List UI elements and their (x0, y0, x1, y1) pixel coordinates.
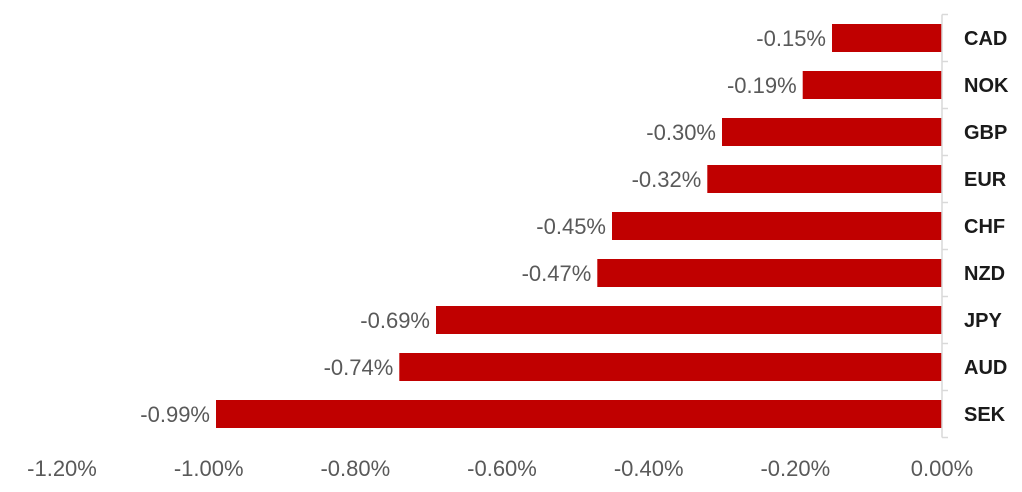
category-label-gbp: GBP (964, 122, 1007, 144)
tick-labels-group: -1.20% -1.00% -0.80% -0.60% -0.40% -0.20% 0.00… (27, 456, 973, 481)
x-tick-label: 0.00% (911, 456, 973, 481)
category-label-jpy: JPY (964, 310, 1002, 332)
data-label-nzd: -0.47% (522, 261, 592, 286)
category-label-chf: CHF (964, 216, 1005, 238)
data-label-sek: -0.99% (140, 402, 210, 427)
data-label-gbp: -0.30% (646, 120, 716, 145)
data-label-aud: -0.74% (324, 355, 394, 380)
bar-nzd (597, 259, 942, 287)
x-tick-label: -1.20% (27, 456, 97, 481)
category-label-aud: AUD (964, 357, 1007, 379)
x-tick-label: -0.80% (320, 456, 390, 481)
bar-sek (216, 400, 942, 428)
data-labels-group: -0.15% -0.19% -0.30% -0.32% -0.45% -0.47% -0.6… (140, 26, 826, 427)
bar-jpy (436, 306, 942, 334)
data-label-nok: -0.19% (727, 73, 797, 98)
category-labels-group: CAD NOK GBP EUR CHF NZD JPY AUD SEK (964, 28, 1009, 426)
bar-eur (707, 165, 942, 193)
data-label-chf: -0.45% (536, 214, 606, 239)
x-tick-label: -0.20% (760, 456, 830, 481)
bar-chf (612, 212, 942, 240)
x-tick-label: -0.40% (614, 456, 684, 481)
x-tick-label: -1.00% (174, 456, 244, 481)
axis-group (941, 13, 948, 439)
category-label-sek: SEK (964, 404, 1006, 426)
data-label-eur: -0.32% (632, 167, 702, 192)
bar-aud (399, 353, 942, 381)
data-label-cad: -0.15% (756, 26, 826, 51)
category-label-nzd: NZD (964, 263, 1005, 285)
x-tick-label: -0.60% (467, 456, 537, 481)
bar-nok (802, 71, 942, 99)
category-label-eur: EUR (964, 169, 1007, 191)
bar-cad (832, 24, 942, 52)
category-label-cad: CAD (964, 28, 1007, 50)
bars-group (216, 24, 942, 428)
data-label-jpy: -0.69% (360, 308, 430, 333)
bar-gbp (722, 118, 942, 146)
category-label-nok: NOK (964, 75, 1009, 97)
